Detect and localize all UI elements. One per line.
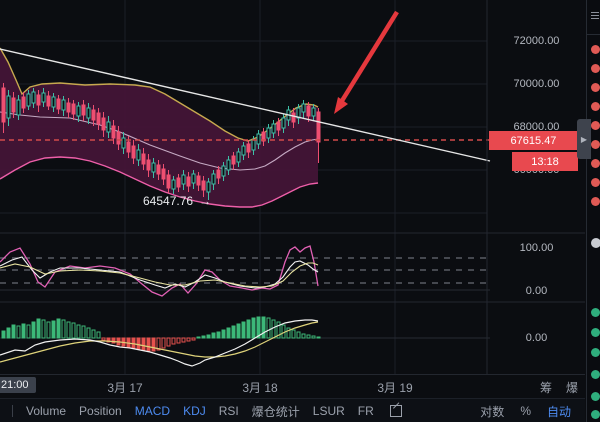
sliver-topbar [587, 0, 600, 35]
red-row-dot [591, 159, 600, 168]
coin-icon [591, 238, 600, 248]
red-row-dot [591, 83, 600, 92]
indicator-toolbar: Volume Position MACD KDJ RSI 爆仓统计 LSUR FR 对数% 自动 [0, 398, 585, 422]
time-tick-1: 3月 18 [242, 381, 278, 395]
red-row-dot [591, 45, 600, 54]
toolbar-items: Volume Position MACD KDJ RSI 爆仓统计 LSUR FR [13, 403, 374, 420]
green-row-dot [591, 308, 600, 317]
bollinger-bands [0, 47, 319, 208]
price-tick-3: 68000.00 [513, 121, 560, 133]
right-arrow-icon: → [199, 194, 212, 208]
menu-icon[interactable] [591, 12, 599, 21]
time-tick-0: 3月 17 [107, 381, 143, 395]
price-axis[interactable]: 74000.0072000.0070000.0068000.0066000.00… [488, 0, 585, 374]
collapse-panel-handle[interactable]: ▶ [577, 119, 591, 159]
scale-control-对数[interactable]: 对数 [480, 404, 505, 419]
scale-control-自动[interactable]: 自动 [546, 404, 571, 419]
toolbar-item-MACD[interactable]: MACD [134, 404, 171, 418]
red-row-dot [591, 178, 600, 187]
green-row-dot [591, 348, 600, 357]
pane-separators [0, 0, 585, 374]
toolbar-item-Position[interactable]: Position [79, 404, 122, 418]
macd-indicator [0, 316, 321, 367]
candlestick-series [1, 83, 321, 200]
last-price-value: 67615.47 [510, 134, 557, 147]
axis-button-爆[interactable]: 爆 [566, 381, 579, 395]
price-tick-1: 72000.00 [513, 35, 560, 47]
axis-button-筹[interactable]: 筹 [540, 381, 553, 395]
toolbar-item-FR[interactable]: FR [357, 404, 374, 418]
countdown-value: 13:18 [531, 155, 559, 168]
chart-canvas[interactable] [0, 0, 600, 398]
red-row-dot [591, 102, 600, 111]
chevron-right-icon: ▶ [580, 134, 588, 144]
toolbar-item-KDJ[interactable]: KDJ [183, 404, 206, 418]
toolbar-item-爆仓统计[interactable]: 爆仓统计 [251, 404, 300, 419]
arrow-annotation[interactable] [334, 10, 399, 114]
edit-indicator-icon[interactable] [389, 405, 402, 417]
trendline-drawing[interactable] [0, 48, 491, 162]
toolbar-item-RSI[interactable]: RSI [218, 404, 239, 418]
candle-countdown-label: 13:18 [512, 152, 578, 171]
green-row-dot [591, 392, 600, 401]
crosshair-time-label: 21:00 [0, 377, 36, 393]
toolbar-divider [12, 405, 13, 417]
scale-control-%[interactable]: % [520, 404, 531, 418]
price-tick-2: 70000.00 [513, 78, 560, 90]
green-row-dot [591, 410, 600, 419]
red-row-dot [591, 197, 600, 206]
right-panel-sliver[interactable] [586, 0, 600, 422]
time-axis[interactable]: 21:00 3月 17 3月 18 3月 19 筹爆 [0, 374, 585, 399]
toolbar-item-Volume[interactable]: Volume [26, 404, 67, 418]
red-row-dot [591, 140, 600, 149]
kdj-tick-top: 100.00 [519, 242, 554, 254]
low-price-annotation: 64547.76 → [143, 194, 211, 208]
low-price-value: 64547.76 [143, 194, 194, 208]
macd-tick-zero: 0.00 [525, 332, 548, 344]
green-row-dot [591, 328, 600, 337]
red-row-dot [591, 64, 600, 73]
red-row-dot [591, 121, 600, 130]
kdj-indicator [0, 245, 490, 297]
scale-controls: 对数% 自动 [464, 403, 571, 420]
last-price-label: 67615.47 [489, 131, 578, 150]
green-row-dot [591, 370, 600, 379]
toolbar-item-LSUR[interactable]: LSUR [312, 404, 345, 418]
time-tick-2: 3月 19 [377, 381, 413, 395]
kdj-tick-bottom: 0.00 [525, 285, 548, 297]
